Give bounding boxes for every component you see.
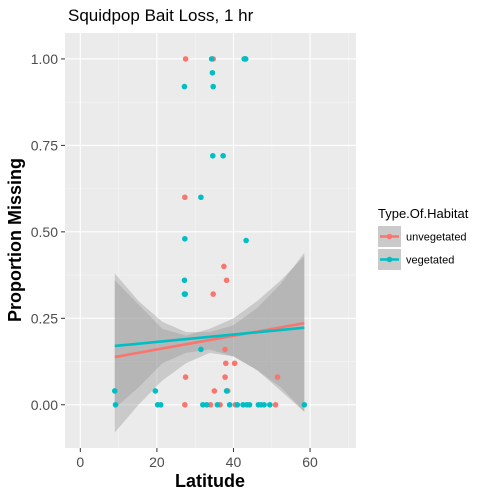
confidence-bands <box>114 252 305 433</box>
data-point-vegetated <box>243 237 249 244</box>
data-point-unvegetated <box>182 374 189 380</box>
legend-key-point <box>386 233 393 240</box>
data-point-vegetated <box>261 401 267 408</box>
data-point-vegetated <box>209 69 216 76</box>
legend-label-unvegetated: unvegetated <box>406 232 467 244</box>
x-tick-label: 60 <box>302 454 318 470</box>
data-point-unvegetated <box>222 374 228 380</box>
data-point-vegetated <box>182 291 189 297</box>
x-axis: 0 20 40 60 <box>76 448 318 470</box>
data-point-unvegetated <box>223 277 230 284</box>
y-axis: 0.00 0.25 0.50 0.75 1.00 <box>31 51 65 413</box>
data-point-vegetated <box>200 401 206 408</box>
data-point-vegetated <box>181 277 188 284</box>
data-point-vegetated <box>226 401 233 408</box>
data-point-vegetated <box>210 83 216 90</box>
data-point-vegetated <box>240 401 246 408</box>
legend-key-point <box>386 256 393 263</box>
data-point-unvegetated <box>274 374 281 380</box>
data-point-vegetated <box>157 401 164 408</box>
data-point-vegetated <box>214 401 221 408</box>
data-point-vegetated <box>267 401 273 408</box>
data-point-vegetated <box>208 56 215 62</box>
trend-line-vegetated <box>114 326 305 348</box>
grid-minor <box>65 33 356 448</box>
data-point-vegetated <box>181 83 188 90</box>
legend-label-vegetated: vegetated <box>406 255 454 267</box>
data-point-vegetated <box>112 401 119 408</box>
chart-title: Squidpop Bait Loss, 1 hr <box>68 6 254 25</box>
data-point-unvegetated <box>182 194 188 201</box>
trend-lines <box>114 321 305 359</box>
data-point-vegetated <box>246 401 253 408</box>
x-tick-label: 0 <box>76 454 84 470</box>
data-point-vegetated <box>152 388 159 394</box>
data-point-vegetated <box>223 388 230 394</box>
data-point-vegetated <box>242 56 248 62</box>
legend: Type.Of.Habitat unvegetated vegetated <box>378 206 469 270</box>
y-tick-label: 0.00 <box>31 397 58 413</box>
confidence-band-vegetated <box>114 252 305 412</box>
data-point-unvegetated <box>272 401 279 408</box>
data-point-unvegetated <box>182 401 188 408</box>
data-point-unvegetated <box>223 360 229 367</box>
data-point-unvegetated <box>211 388 218 394</box>
data-point-vegetated <box>203 401 210 408</box>
data-point-unvegetated <box>182 56 189 62</box>
x-tick-label: 20 <box>149 454 165 470</box>
data-point-vegetated <box>111 388 118 394</box>
x-axis-title: Latitude <box>175 471 245 491</box>
data-point-vegetated <box>182 235 188 242</box>
data-point-vegetated <box>234 401 241 408</box>
data-point-unvegetated <box>210 291 216 297</box>
confidence-band-unvegetated <box>114 256 305 433</box>
y-tick-label: 0.50 <box>31 224 58 240</box>
y-axis-title: Proportion Missing <box>5 158 25 322</box>
data-point-unvegetated <box>222 346 228 353</box>
data-points <box>111 56 308 408</box>
y-tick-label: 1.00 <box>31 51 58 67</box>
trend-line-unvegetated <box>114 321 305 359</box>
data-point-vegetated <box>301 401 308 408</box>
legend-title: Type.Of.Habitat <box>378 206 469 221</box>
y-tick-label: 0.75 <box>31 137 58 153</box>
data-point-unvegetated <box>207 401 214 408</box>
x-tick-label: 40 <box>226 454 242 470</box>
data-point-vegetated <box>220 152 226 159</box>
data-point-vegetated <box>198 194 204 201</box>
data-point-vegetated <box>198 346 204 353</box>
data-point-unvegetated <box>221 263 227 270</box>
plot-panel <box>65 33 356 448</box>
data-point-vegetated <box>209 152 216 159</box>
y-tick-label: 0.25 <box>31 310 58 326</box>
data-point-unvegetated <box>231 360 238 367</box>
